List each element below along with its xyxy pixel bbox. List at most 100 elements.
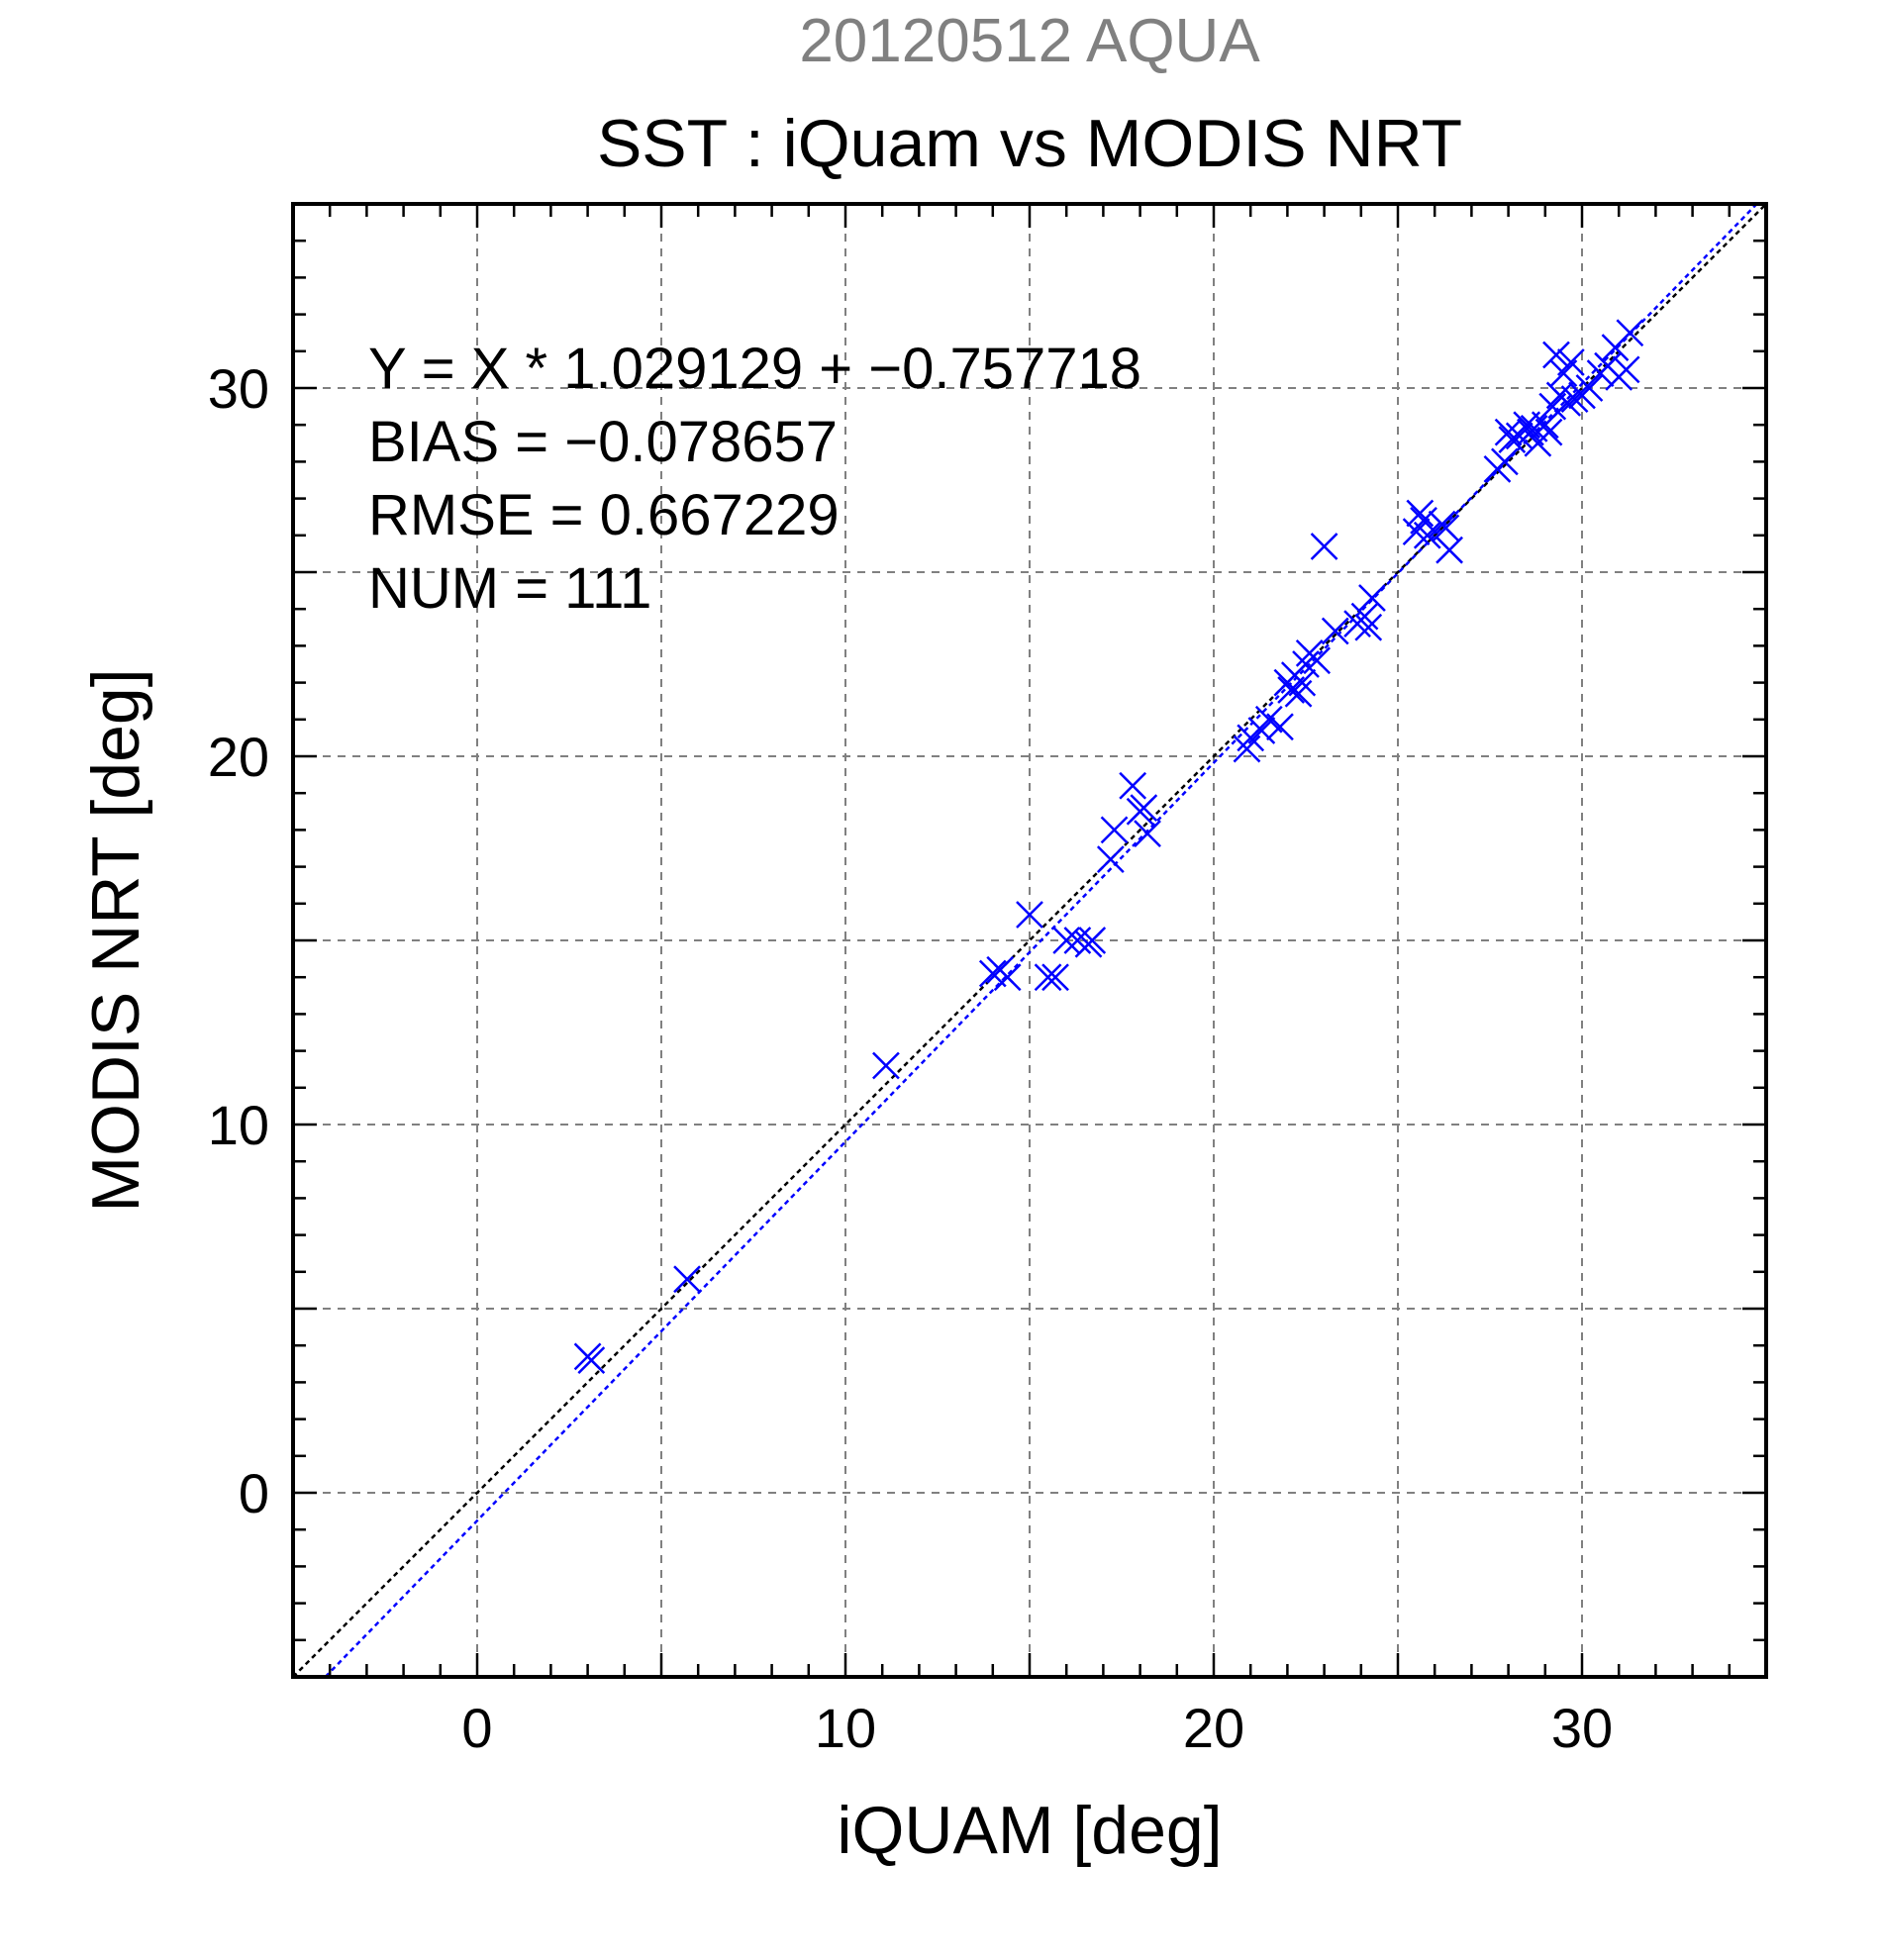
data-point-stroke (1494, 418, 1523, 446)
data-point (1354, 613, 1383, 641)
data-point-stroke (1303, 646, 1332, 675)
data-point (1616, 319, 1644, 347)
chart-supertitle: 20120512 AQUA (799, 7, 1260, 75)
data-point-stroke (1490, 447, 1519, 476)
annotation-rmse: RMSE = 0.667229 (368, 483, 840, 547)
data-point-stroke (1052, 927, 1081, 954)
data-point (1016, 901, 1043, 929)
data-point (1052, 927, 1081, 954)
data-point-stroke (1406, 499, 1435, 528)
data-point (1310, 533, 1338, 560)
data-point-stroke (1078, 927, 1107, 954)
data-point-stroke (1096, 845, 1125, 874)
x-tick-label: 10 (815, 1697, 876, 1759)
data-point (1284, 679, 1313, 708)
y-tick-label: 10 (208, 1094, 269, 1156)
y-axis-label: MODIS NRT [deg] (78, 668, 153, 1212)
data-point-stroke (1063, 927, 1092, 954)
data-point-stroke (1321, 617, 1349, 645)
x-tick-label: 20 (1183, 1697, 1244, 1759)
data-point-stroke (1119, 771, 1147, 800)
data-point (1041, 963, 1069, 992)
data-point-stroke (1292, 650, 1320, 678)
y-tick-label: 0 (239, 1462, 269, 1524)
data-point (1432, 514, 1460, 542)
data-point-stroke (1100, 816, 1129, 844)
data-point-stroke (1016, 901, 1043, 929)
reference-lines (292, 203, 1767, 1678)
data-point-stroke (1354, 613, 1383, 641)
grid (293, 204, 1766, 1677)
data-point-stroke (1350, 602, 1379, 631)
data-point (1542, 341, 1570, 369)
data-point (993, 963, 1022, 992)
data-point-stroke (1413, 521, 1441, 549)
data-point (1575, 374, 1604, 402)
data-point-stroke (1130, 794, 1158, 822)
data-point (872, 1051, 900, 1080)
data-point-stroke (1436, 536, 1463, 564)
x-tick-label: 30 (1551, 1697, 1613, 1759)
data-point (1034, 963, 1062, 992)
data-point-stroke (1534, 418, 1563, 446)
data-point-stroke (1612, 355, 1640, 384)
x-axis-label: iQUAM [deg] (837, 1793, 1222, 1868)
annotation-num: NUM = 111 (368, 556, 651, 621)
data-point (1436, 536, 1463, 564)
data-point-stroke (1288, 668, 1317, 697)
data-point-stroke (978, 959, 1007, 988)
data-point-stroke (1041, 963, 1069, 992)
data-point-stroke (1254, 705, 1283, 734)
data-point-stroke (1284, 679, 1313, 708)
data-point (673, 1265, 701, 1294)
data-point (1119, 771, 1147, 800)
y-tick-label: 20 (208, 726, 269, 788)
data-point (1612, 355, 1640, 384)
data-point (1560, 385, 1589, 414)
data-point (1490, 447, 1519, 476)
chart-title: SST : iQuam vs MODIS NRT (597, 106, 1462, 181)
data-point-stroke (1266, 713, 1294, 741)
data-point (1266, 713, 1294, 741)
data-point-stroke (1034, 963, 1062, 992)
data-point (1358, 584, 1386, 612)
data-point-stroke (673, 1265, 701, 1294)
annotation-regression: Y = X * 1.029129 + −0.757718 (368, 337, 1141, 401)
data-point (1534, 418, 1563, 446)
data-point (1292, 650, 1320, 678)
data-point-stroke (1358, 584, 1386, 612)
data-point-stroke (1310, 533, 1338, 560)
data-point (1350, 602, 1379, 631)
annotation-bias: BIAS = −0.078657 (368, 410, 838, 474)
data-point (1134, 820, 1161, 848)
data-point (1078, 927, 1107, 954)
data-point (1321, 617, 1349, 645)
data-point-stroke (1560, 385, 1589, 414)
data-point (1130, 794, 1158, 822)
data-point-stroke (1432, 514, 1460, 542)
data-point-stroke (1575, 374, 1604, 402)
data-point (1063, 927, 1092, 954)
data-point (1100, 816, 1129, 844)
data-point (1233, 735, 1261, 763)
fit-line (324, 203, 1758, 1678)
tick-marks (291, 202, 1768, 1679)
data-point-stroke (1531, 411, 1559, 440)
data-point-stroke (1556, 348, 1585, 376)
x-tick-label: 0 (461, 1697, 492, 1759)
data-point (1303, 646, 1332, 675)
data-point-stroke (872, 1051, 900, 1080)
data-point (1406, 499, 1435, 528)
data-point-stroke (1553, 388, 1582, 417)
data-point-stroke (1520, 415, 1548, 442)
data-point (1553, 388, 1582, 417)
data-point-stroke (1542, 341, 1570, 369)
data-point-stroke (1233, 735, 1261, 763)
data-point (1531, 411, 1559, 440)
data-point (1288, 668, 1317, 697)
fit-statistics: Y = X * 1.029129 + −0.757718 BIAS = −0.0… (368, 337, 1141, 621)
data-point (1494, 418, 1523, 446)
data-point (577, 1346, 606, 1374)
data-point-stroke (1134, 820, 1161, 848)
